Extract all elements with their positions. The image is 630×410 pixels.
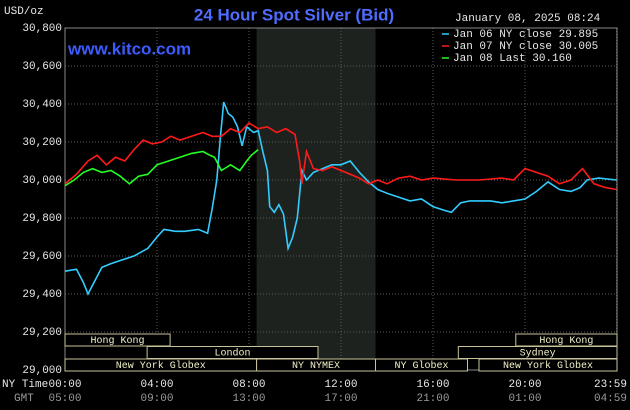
unit-label: USD/oz <box>4 6 44 18</box>
x-tick-label: 20:00 <box>508 379 541 391</box>
session-label: London <box>215 348 251 360</box>
price-line <box>64 121 617 191</box>
session-box <box>375 358 468 372</box>
chart-title: 24 Hour Spot Silver (Bid) <box>194 5 394 24</box>
session-box <box>64 333 171 347</box>
legend-label: Jan 08 Last 30.160 <box>453 53 572 65</box>
price-line <box>64 101 617 296</box>
gmt-tick-label: 17:00 <box>324 393 357 405</box>
website: www.kitco.com <box>67 39 191 58</box>
y-tick-label: 30,800 <box>22 23 62 35</box>
y-tick-label: 30,600 <box>22 61 62 73</box>
x-tick-label: 23:59 <box>594 379 627 391</box>
session-label: New York Globex <box>116 360 206 372</box>
y-tick-label: 29,800 <box>22 213 62 225</box>
x-tick-label: 04:00 <box>140 379 173 391</box>
session-label: Hong Kong <box>539 336 593 347</box>
legend-label: Jan 06 NY close 29.895 <box>453 29 598 41</box>
session-label: Hong Kong <box>91 336 145 347</box>
gmt-tick-label: 04:59 <box>594 393 627 405</box>
x-tick-label: 08:00 <box>232 379 265 391</box>
session-label: NY NYMEX <box>292 361 340 372</box>
y-tick-label: 30,400 <box>22 99 62 111</box>
y-tick-label: 29,000 <box>22 365 62 377</box>
price-line <box>64 148 259 187</box>
x-tick-label: 12:00 <box>324 379 357 391</box>
x-tick-label: 00:00 <box>48 379 81 391</box>
y-tick-label: 30,000 <box>22 175 62 187</box>
y-tick-label: 29,400 <box>22 289 62 301</box>
session-label: Sydney <box>520 348 556 360</box>
y-tick-label: 29,200 <box>22 327 62 339</box>
session-label: New York Globex <box>503 360 593 372</box>
legend-label: Jan 07 NY close 30.005 <box>453 41 598 53</box>
timestamp: January 08, 2025 08:24 <box>455 13 601 25</box>
gmt-tick-label: 09:00 <box>140 393 173 405</box>
x-axis-label: NY Time <box>2 379 48 391</box>
session-label: NY Globex <box>394 360 448 372</box>
session-box <box>478 358 618 372</box>
x-tick-label: 16:00 <box>416 379 449 391</box>
y-tick-label: 30,200 <box>22 137 62 149</box>
y-tick-label: 29,600 <box>22 251 62 263</box>
session-shade <box>256 28 376 370</box>
gmt-tick-label: 13:00 <box>232 393 265 405</box>
gmt-tick-label: 21:00 <box>416 393 449 405</box>
gmt-tick-label: 01:00 <box>508 393 541 405</box>
x2-axis-label: GMT <box>14 393 34 405</box>
gmt-tick-label: 05:00 <box>48 393 81 405</box>
